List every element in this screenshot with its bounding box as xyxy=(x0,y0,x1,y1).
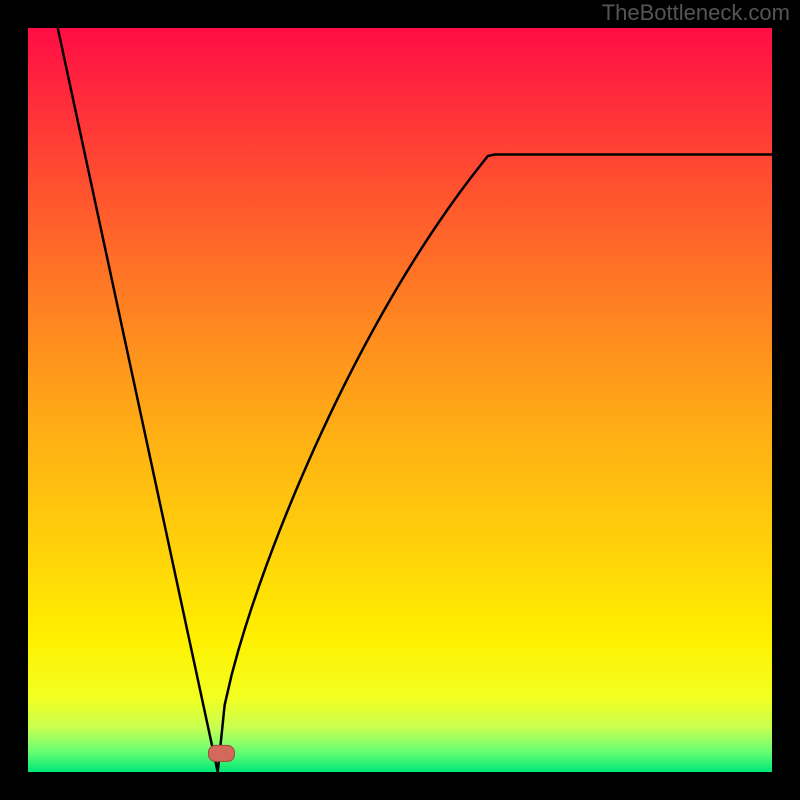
chart-container: TheBottleneck.com xyxy=(0,0,800,800)
chart-plot xyxy=(28,28,772,772)
optimum-marker xyxy=(208,745,234,761)
plot-background xyxy=(28,28,772,772)
watermark-label: TheBottleneck.com xyxy=(602,0,790,26)
